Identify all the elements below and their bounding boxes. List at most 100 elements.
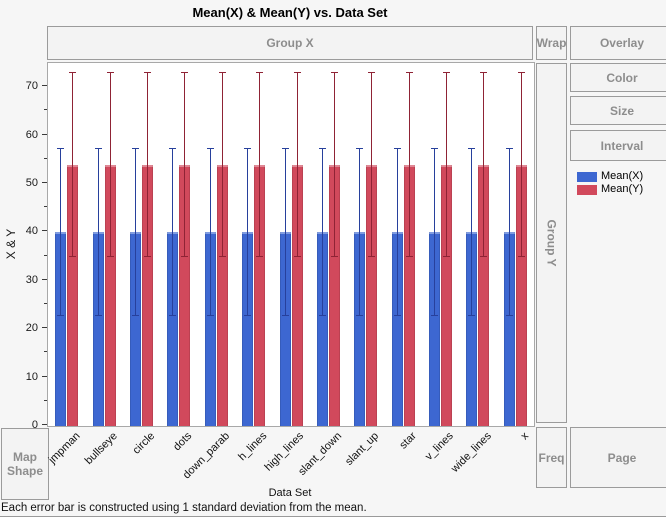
bar-mean-x-h-lines[interactable]	[242, 232, 254, 426]
dropzone-overlay[interactable]: Overlay	[570, 26, 666, 60]
dropzone-map-shape[interactable]: Map Shape	[1, 428, 49, 500]
error-bar-cap	[356, 315, 364, 317]
error-bar-cap	[94, 315, 102, 317]
bar-mean-x-bullseye[interactable]	[92, 232, 104, 426]
bar-mean-y-slant-down[interactable]	[328, 164, 340, 426]
legend: Mean(X) Mean(Y)	[577, 170, 643, 196]
error-bar-cap	[131, 147, 139, 149]
error-bar-cap	[318, 315, 326, 317]
y-tick-label: 40	[25, 225, 38, 238]
error-bar-cap	[368, 255, 376, 257]
bar-mean-x-x[interactable]	[503, 232, 515, 426]
y-minor-tick	[44, 303, 47, 304]
error-bar-cap	[181, 71, 189, 73]
dropzone-color-label: Color	[606, 70, 638, 85]
error-bar-cap	[405, 71, 413, 73]
bar-mean-y-dots[interactable]	[179, 164, 191, 426]
error-bar-cap	[244, 147, 252, 149]
error-bar-mean-x-wide-lines	[471, 148, 473, 317]
x-tick-label-jmpman: jmpman	[46, 430, 83, 467]
page-title: Mean(X) & Mean(Y) vs. Data Set	[192, 5, 388, 20]
dropzone-color[interactable]: Color	[570, 63, 666, 92]
bar-mean-y-star[interactable]	[403, 164, 415, 426]
bar-mean-y-h-lines[interactable]	[254, 164, 266, 426]
error-bar-cap	[293, 255, 301, 257]
bar-mean-x-down-parab[interactable]	[204, 232, 216, 426]
y-major-tick	[42, 278, 47, 280]
error-bar-mean-y-x	[520, 72, 522, 257]
y-tick-label: 60	[25, 128, 38, 141]
bar-mean-x-wide-lines[interactable]	[466, 232, 478, 426]
dropzone-group-x[interactable]: Group X	[47, 26, 533, 60]
bar-mean-y-v-lines[interactable]	[441, 164, 453, 426]
error-bar-mean-x-slant-down	[321, 148, 323, 317]
dropzone-size[interactable]: Size	[570, 96, 666, 125]
y-major-tick	[42, 85, 47, 87]
bar-mean-x-slant-up[interactable]	[354, 232, 366, 426]
dropzone-interval[interactable]: Interval	[570, 130, 666, 161]
plot-area[interactable]	[47, 62, 535, 427]
error-bar-mean-y-high-lines	[296, 72, 298, 257]
error-bar-cap	[468, 315, 476, 317]
error-bar-cap	[57, 147, 65, 149]
bar-mean-x-v-lines[interactable]	[429, 232, 441, 426]
bar-mean-x-dots[interactable]	[167, 232, 179, 426]
error-bar-mean-x-x	[508, 148, 510, 317]
bar-mean-y-high-lines[interactable]	[291, 164, 303, 426]
error-bar-mean-y-down-parab	[221, 72, 223, 257]
error-bar-mean-y-star	[408, 72, 410, 257]
error-bar-cap	[393, 147, 401, 149]
x-tick-label-wide-lines: wide_lines	[448, 430, 494, 475]
y-minor-tick	[44, 254, 47, 256]
error-bar-cap	[57, 315, 65, 317]
dropzone-interval-label: Interval	[600, 138, 644, 153]
error-bar-cap	[480, 255, 488, 257]
error-bar-mean-y-jmpman	[72, 72, 74, 257]
error-bar-cap	[505, 315, 513, 317]
y-minor-tick	[44, 399, 47, 401]
dropzone-page[interactable]: Page	[570, 427, 666, 488]
bar-mean-y-slant-up[interactable]	[366, 164, 378, 426]
dropzone-freq[interactable]: Freq	[536, 427, 567, 488]
y-tick-label: 50	[25, 177, 38, 189]
error-bar-cap	[218, 255, 226, 257]
bar-mean-x-high-lines[interactable]	[279, 232, 291, 426]
y-major-tick	[42, 327, 47, 329]
error-bar-cap	[517, 255, 525, 257]
y-major-tick	[42, 230, 47, 232]
bar-mean-y-bullseye[interactable]	[104, 164, 116, 426]
bar-mean-y-wide-lines[interactable]	[478, 164, 490, 426]
x-tick-label-v-lines: v_lines	[423, 430, 457, 463]
error-bar-mean-x-v-lines	[434, 148, 436, 317]
legend-label-mean-y: Mean(Y)	[601, 183, 644, 195]
y-minor-tick	[44, 109, 47, 111]
bar-mean-y-jmpman[interactable]	[67, 164, 79, 426]
y-minor-tick	[44, 206, 47, 208]
error-bar-mean-x-jmpman	[60, 148, 62, 317]
y-minor-tick	[44, 351, 47, 353]
dropzone-size-label: Size	[609, 103, 634, 118]
legend-item-mean-y[interactable]: Mean(Y)	[577, 183, 643, 196]
bar-mean-y-down-parab[interactable]	[216, 164, 228, 426]
error-bar-cap	[330, 255, 338, 257]
dropzone-wrap[interactable]: Wrap	[536, 26, 567, 60]
x-axis: jmpman bullseye circle dots down_parab h_line…	[46, 426, 533, 488]
error-bar-cap	[69, 71, 77, 73]
error-bar-cap	[256, 255, 264, 257]
bar-mean-x-jmpman[interactable]	[55, 232, 67, 426]
bar-mean-y-x[interactable]	[515, 164, 527, 426]
legend-label-mean-x: Mean(X)	[601, 170, 644, 182]
bar-mean-x-star[interactable]	[391, 232, 403, 426]
error-bar-cap	[443, 255, 451, 257]
bar-mean-x-circle[interactable]	[129, 232, 141, 426]
error-bar-cap	[468, 147, 476, 149]
bar-mean-y-circle[interactable]	[141, 164, 153, 426]
error-bar-mean-y-dots	[184, 72, 186, 257]
error-bar-mean-y-h-lines	[259, 72, 261, 257]
legend-item-mean-x[interactable]: Mean(X)	[577, 170, 643, 183]
dropzone-group-y[interactable]: Group Y	[536, 63, 567, 423]
error-bar-cap	[218, 71, 226, 73]
error-bar-cap	[431, 147, 439, 149]
y-major-tick	[42, 182, 47, 183]
bar-mean-x-slant-down[interactable]	[316, 232, 328, 426]
